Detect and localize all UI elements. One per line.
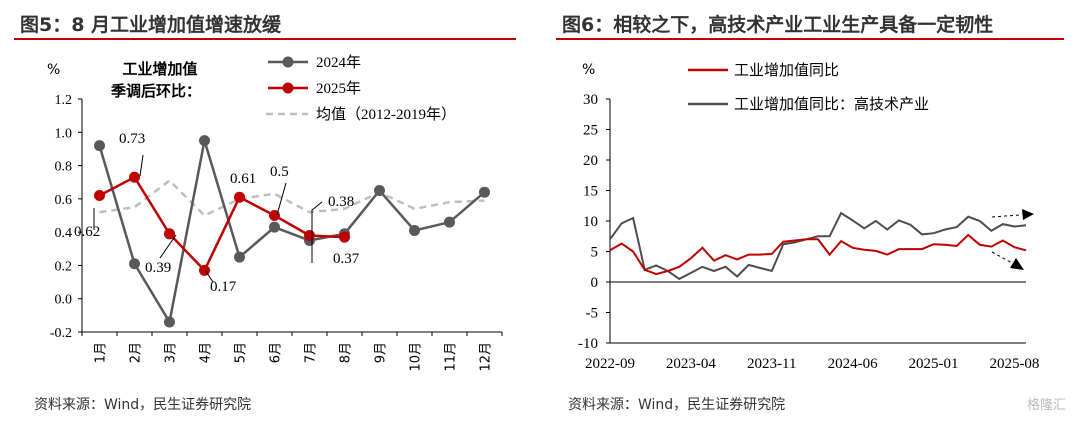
data-label-2025: 0.73 [119,131,145,147]
left-x-tick-label: 1月 [94,342,109,363]
legend-label-2025: 2025年 [316,80,361,97]
data-label-2025: 0.5 [270,164,289,180]
data-label-leader [159,234,177,259]
left-y-tick-label: 1.2 [55,93,73,108]
right-unit-label: % [582,62,595,78]
right-source-note: 资料来源：Wind，民生证券研究院 [568,397,786,413]
right-x-tick-label: 2023-11 [747,356,796,372]
left-x-tick-label: 4月 [199,342,214,363]
series-line-2024 [98,140,486,326]
right-y-tick-label: 15 [583,184,598,200]
point-2025 [339,231,350,243]
right-y-tick-label: -5 [586,306,599,322]
legend-marker-2024 [282,56,294,68]
point-2025 [234,191,245,203]
data-label-leader [311,201,323,263]
series-line-2025 [98,175,345,273]
left-y-tick-label: 0.6 [55,193,73,208]
left-x-tick-label: 8月 [339,342,354,363]
left-x-tick-label: 11月 [444,342,459,372]
point-2024 [409,224,420,236]
right-y-tick-label: 5 [591,245,599,261]
left-x-tick-label: 3月 [164,342,179,363]
point-2025 [129,171,140,183]
left-x-tick-label: 5月 [234,342,249,363]
point-2024 [94,140,105,152]
left-x-tick-label: 10月 [409,342,424,372]
left-chart-title: 图5：8 月工业增加值增速放缓 [20,14,282,36]
series-line-high-tech [609,211,1027,281]
data-label-2025: 0.38 [328,194,354,210]
left-y-tick-label: -0.2 [50,326,72,341]
point-2024 [374,185,385,197]
trend-arrowhead-industrial [1010,258,1024,270]
series-line-industrial [609,233,1027,276]
watermark-logo: 格隆汇 [1026,398,1066,413]
left-annotation-line1: 工业增加值 [122,60,197,78]
legend-label-industrial: 工业增加值同比 [734,61,839,79]
right-y-tick-label: -10 [578,336,598,352]
left-panel: 图5：8 月工业增加值增速放缓 -0.2 0.0 0.2 0.4 0.6 0.8 1.0 1.… [0,0,532,423]
left-y-tick-label: 0.4 [55,226,73,241]
trend-arrow-high-tech [991,214,1021,218]
data-label-2025: 0.17 [210,279,237,295]
point-2024 [199,135,210,147]
right-x-tick-label: 2022-09 [585,356,635,372]
right-title-rule [556,38,1064,40]
data-label-2025: 0.61 [230,171,256,187]
left-x-tick-label: 2月 [129,342,144,363]
right-x-tick-label: 2023-04 [666,356,716,372]
right-x-tick-label: 2024-06 [828,356,878,372]
right-x-tick-label: 2025-01 [909,356,959,372]
right-x-tick-label: 2025-08 [989,356,1039,372]
series-line-average [99,178,485,218]
left-source-note: 资料来源：Wind，民生证券研究院 [34,397,252,413]
left-x-tick-label: 9月 [374,342,389,363]
point-2024 [234,251,245,263]
point-2024 [444,216,455,228]
point-2024 [164,316,175,328]
trend-arrowhead-high-tech [1022,209,1034,220]
left-y-tick-label: 1.0 [55,126,73,141]
left-annotation-line2: 季调后环比： [111,82,201,100]
data-label-leader [139,154,144,177]
right-y-tick-label: 20 [583,153,598,169]
point-2024 [479,186,490,198]
left-line-chart: -0.2 0.0 0.2 0.4 0.6 0.8 1.0 1.2 1月 2月 3月 4月 5月 6月 7月 8… [47,54,503,372]
data-label-leader [276,182,287,216]
left-x-tick-label: 7月 [304,342,319,363]
data-label-2025: 0.39 [145,260,171,276]
right-y-tick-label: 25 [583,123,598,139]
point-2024 [129,258,140,270]
point-2025 [164,228,175,240]
left-x-tick-label: 6月 [269,342,284,363]
trend-arrow-industrial [991,251,1013,264]
right-y-tick-label: 0 [591,275,599,291]
legend-marker-2025 [282,82,294,94]
left-title-rule [14,38,516,40]
data-label-2025: 0.62 [74,224,100,240]
data-label-leader [204,269,214,283]
left-y-tick-label: 0.0 [55,293,73,308]
left-x-tick-label: 12月 [479,342,494,372]
point-2025 [94,190,105,202]
right-y-tick-label: 10 [583,214,598,230]
right-panel: 图6：相较之下，高技术产业工业生产具备一定韧性 -10 -5 0 5 10 15 20 25 3… [548,0,1080,423]
data-label-2025: 0.37 [333,251,360,267]
left-unit-label: % [47,62,60,78]
point-2025 [304,229,315,241]
legend-label-high-tech: 工业增加值同比：高技术产业 [734,95,929,113]
point-2024 [269,221,280,233]
legend-label-average: 均值（2012-2019年） [316,106,456,123]
right-chart-title: 图6：相较之下，高技术产业工业生产具备一定韧性 [562,14,994,36]
legend-label-2024: 2024年 [316,54,361,71]
right-line-chart: -10 -5 0 5 10 15 20 25 30 2022-09 2023-04 2023-11 20… [578,61,1039,372]
left-y-tick-label: 0.2 [55,259,73,274]
right-y-tick-label: 30 [583,92,598,108]
left-y-tick-label: 0.8 [55,160,73,175]
